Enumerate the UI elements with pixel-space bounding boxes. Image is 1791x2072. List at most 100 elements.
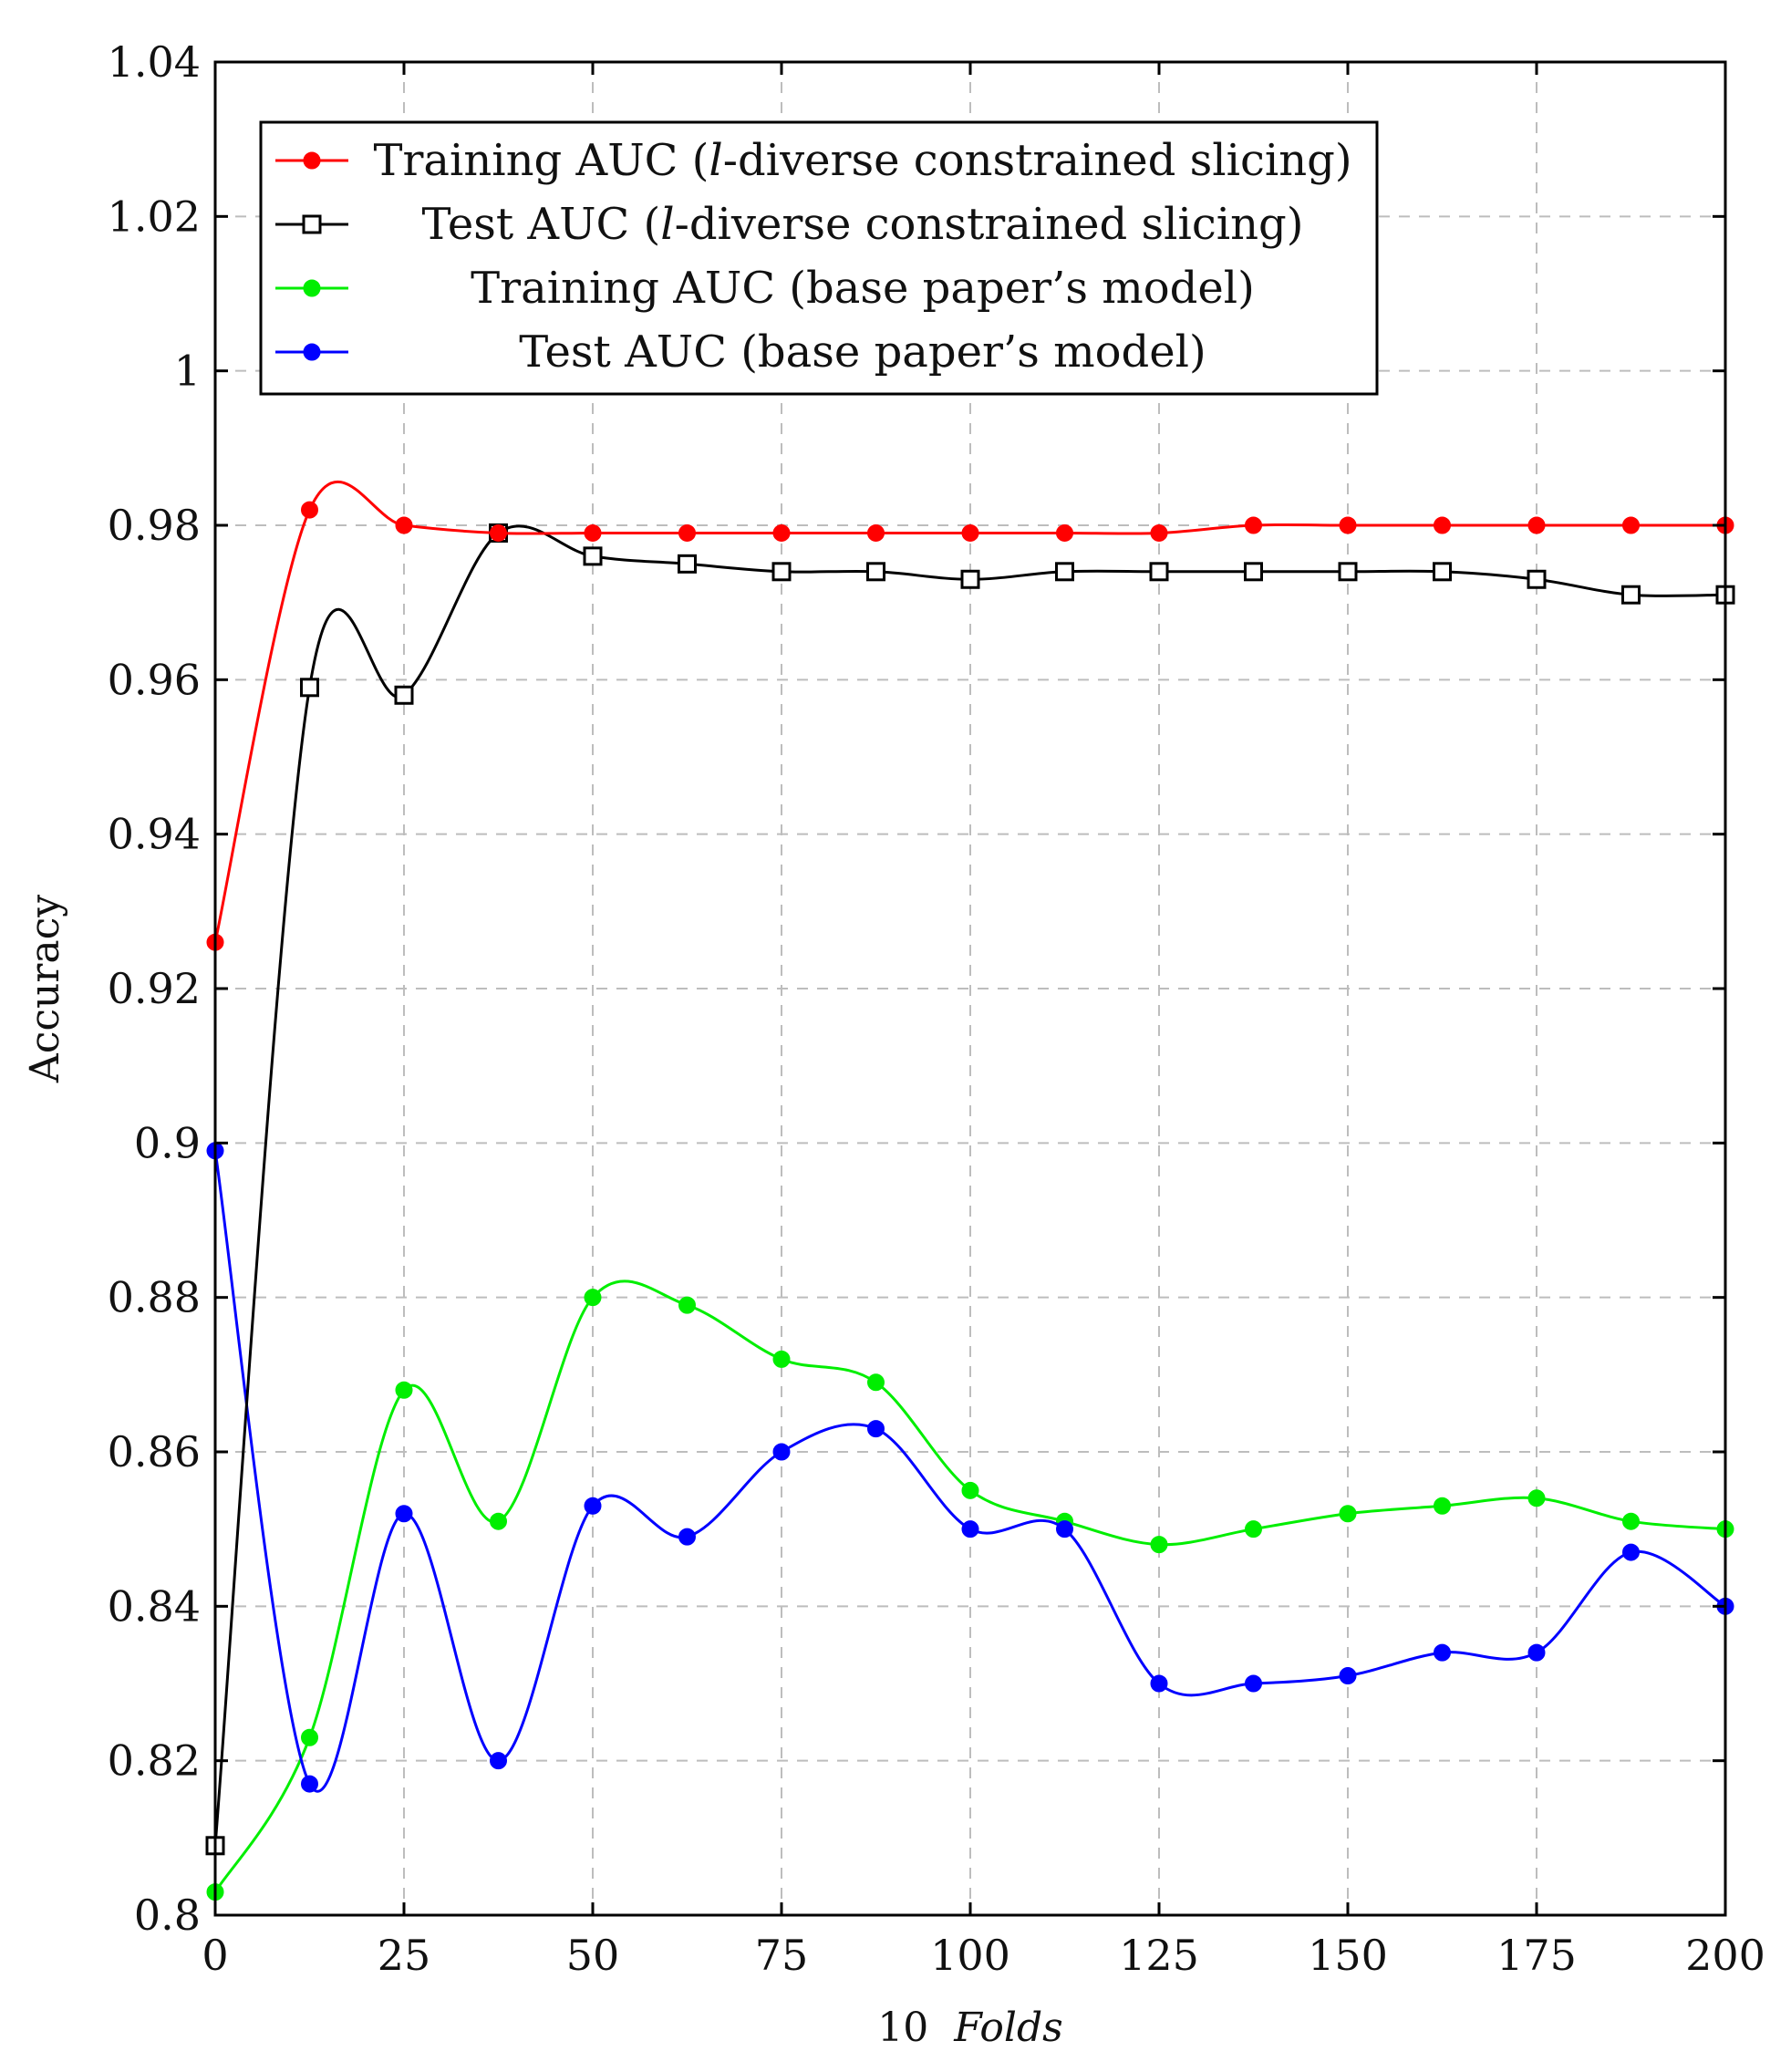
series-1-point [584, 523, 602, 542]
y-tick-label: 0.94 [108, 810, 201, 859]
x-tick-label: 0 [202, 1931, 228, 1980]
series-1-point [1527, 516, 1546, 534]
series-2 [205, 523, 1735, 1856]
series-4-point [1434, 1643, 1451, 1662]
x-axis-label-number: 10 [877, 2005, 928, 2051]
legend-swatch-marker [303, 343, 321, 361]
series-4-point [1245, 1674, 1262, 1693]
series-4-point [584, 1497, 602, 1515]
series-3-point [490, 1512, 507, 1530]
series-1-point [961, 523, 979, 542]
series-3-point [867, 1373, 885, 1392]
series-1-point [1056, 523, 1073, 542]
series-1-point [1434, 516, 1451, 534]
legend-label: Test AUC (l-diverse constrained slicing) [422, 199, 1304, 250]
x-axis-label-word: Folds [953, 2005, 1062, 2051]
legend-label-italic: l [709, 135, 722, 186]
legend-item-2: Test AUC (l-diverse constrained slicing) [275, 199, 1303, 250]
series-2-point [960, 569, 980, 589]
series-1-point [490, 523, 507, 542]
legend-items: Training AUC (l-diverse constrained slic… [275, 135, 1352, 378]
series-3-point [1339, 1505, 1357, 1523]
series-4-point [1339, 1667, 1357, 1685]
series-3 [206, 1279, 1734, 1901]
series-3-point [772, 1350, 791, 1368]
series-2-point [583, 546, 603, 566]
series-2-point [1244, 562, 1263, 582]
series-4-point [1056, 1520, 1073, 1538]
series-4-point [1527, 1643, 1546, 1662]
legend-label: Training AUC (base paper’s model) [471, 263, 1255, 314]
series-1-point [1245, 516, 1262, 534]
series-2-point [1527, 569, 1547, 589]
series-4-point [961, 1520, 979, 1538]
series-3-point [1622, 1512, 1640, 1530]
legend-label-part: Test AUC ( [422, 199, 661, 250]
series-2-point [866, 562, 885, 582]
series-3-point [961, 1481, 979, 1499]
legend-label-part: Training AUC ( [373, 135, 709, 186]
y-tick-label: 0.92 [108, 964, 201, 1013]
series-4-point [1150, 1674, 1168, 1693]
y-tick-label: 1.04 [108, 37, 201, 87]
series-2-point [1149, 562, 1169, 582]
y-tick-label: 0.86 [108, 1427, 201, 1476]
series-1-point [678, 523, 696, 542]
y-tick-label: 0.9 [134, 1118, 201, 1167]
series-3-point [584, 1289, 602, 1307]
legend-swatch-marker [303, 151, 321, 170]
y-tick-label: 0.96 [108, 655, 201, 704]
series-1-point [395, 516, 413, 534]
series-4-point [678, 1528, 696, 1546]
series-3-point [301, 1728, 318, 1746]
series-2-point [300, 678, 319, 698]
legend-label-part: Training AUC (base paper’s model) [471, 263, 1255, 314]
series-4-line [213, 1150, 1726, 1793]
series-3-point [678, 1296, 696, 1314]
legend-item-1: Training AUC (l-diverse constrained slic… [275, 135, 1352, 186]
legend-label: Training AUC (l-diverse constrained slic… [373, 135, 1351, 186]
series-1 [206, 481, 1734, 951]
y-tick-label: 0.82 [108, 1736, 201, 1786]
series-2-point [678, 554, 697, 574]
legend-box [259, 120, 1379, 396]
legend-swatch-marker [302, 214, 322, 234]
x-axis-label: 10 Folds [877, 2005, 1062, 2051]
x-tick-label: 150 [1308, 1931, 1388, 1980]
series-2-point [394, 685, 414, 705]
series-3-point [1245, 1520, 1262, 1538]
tick-labels: 0 25 50 75 100 125 150 175 200 0.8 0.82 0.84 0.86 0.8… [108, 37, 1765, 1980]
x-tick-label: 125 [1119, 1931, 1199, 1980]
series-1-point [1339, 516, 1357, 534]
y-tick-label: 1.02 [108, 192, 201, 241]
series-4-point [490, 1752, 507, 1770]
series-2-point [1338, 562, 1358, 582]
legend-swatch-marker [303, 279, 321, 297]
series-1-point [1150, 523, 1168, 542]
x-tick-label: 25 [378, 1931, 431, 1980]
legend-label-part: Test AUC (base paper’s model) [519, 326, 1206, 378]
y-axis-label: Accuracy [22, 895, 68, 1083]
legend-label-italic: l [660, 199, 674, 250]
series-1-point [867, 523, 885, 542]
x-tick-label: 200 [1685, 1931, 1765, 1980]
series-3-point [395, 1381, 413, 1399]
series-3-point [1434, 1497, 1451, 1515]
series-layer [205, 481, 1735, 1901]
ticks [213, 60, 1727, 1917]
x-tick-label: 100 [930, 1931, 1010, 1980]
x-tick-label: 75 [755, 1931, 809, 1980]
series-2-line [213, 524, 1726, 1846]
legend-item-3: Training AUC (base paper’s model) [275, 263, 1255, 314]
series-3-point [1150, 1536, 1168, 1554]
series-4-point [772, 1443, 791, 1461]
y-tick-label: 0.84 [108, 1581, 201, 1631]
y-tick-label: 0.8 [134, 1891, 201, 1940]
legend-item-4: Test AUC (base paper’s model) [275, 326, 1206, 378]
y-tick-label: 1 [174, 347, 201, 396]
series-3-point [1527, 1489, 1546, 1507]
series-2-point [1055, 562, 1074, 582]
series-4-point [301, 1775, 318, 1793]
x-tick-label: 175 [1496, 1931, 1577, 1980]
